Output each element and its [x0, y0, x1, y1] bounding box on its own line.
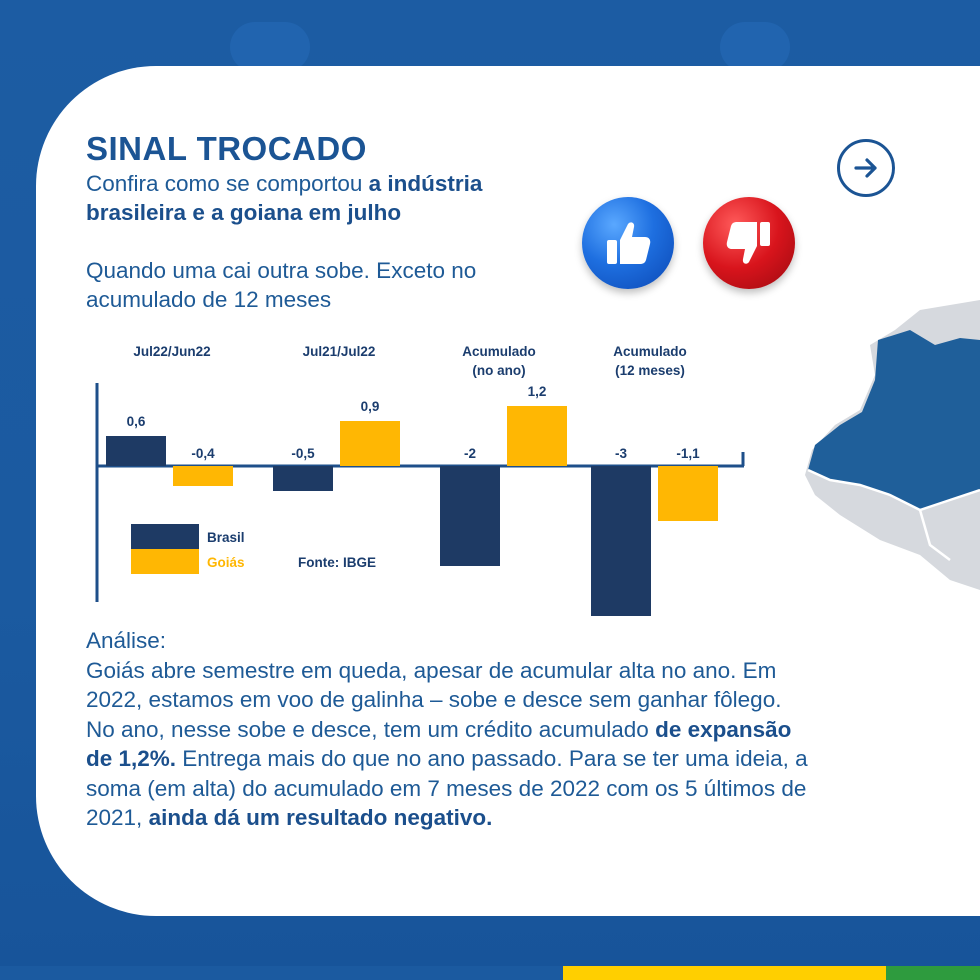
- bar-brasil: [440, 466, 500, 566]
- category-label: Jul22/Jun22: [133, 344, 210, 359]
- data-label: -0,4: [191, 446, 215, 461]
- brazil-map-icon: [805, 300, 980, 590]
- bar-goias: [173, 466, 233, 486]
- legend-label-brasil: Brasil: [207, 530, 245, 545]
- data-label: 1,2: [528, 384, 547, 399]
- thumbs-down-badge: [703, 197, 795, 289]
- thumbs-up-icon: [607, 222, 651, 264]
- bar-goias: [658, 466, 718, 521]
- category-label: Acumulado: [462, 344, 536, 359]
- data-label: -1,1: [676, 446, 700, 461]
- analysis-highlight-1: de expansão de 1,2%.: [86, 716, 792, 772]
- flag-stripe-blue: [0, 966, 563, 980]
- chart-lead: Quando uma cai outra sobe. Exceto no acu…: [86, 258, 477, 312]
- legend-swatch-goias: [131, 549, 199, 574]
- analysis-text: Análise: Goiás abre semestre em queda, a…: [86, 626, 816, 833]
- arrow-right-icon: [854, 158, 877, 178]
- bar-brasil: [106, 436, 166, 466]
- next-button[interactable]: [837, 139, 895, 197]
- flag-stripe-green: [886, 966, 980, 980]
- analysis-highlight-2: ainda dá um resultado negativo.: [148, 805, 493, 830]
- bar-brasil: [591, 466, 651, 616]
- legend-swatch-brasil: [131, 524, 199, 549]
- category-label: Jul21/Jul22: [303, 344, 376, 359]
- subtitle-highlight: a indústria brasileira e a goiana em jul…: [86, 171, 483, 225]
- category-label: (12 meses): [615, 363, 685, 378]
- category-label: (no ano): [472, 363, 525, 378]
- data-label: 0,9: [361, 399, 380, 414]
- page-subtitle: Confira como se comportou a indústria br…: [86, 169, 586, 227]
- bar-goias: [340, 421, 400, 466]
- subtitle-text: Confira como se comportou: [86, 171, 369, 196]
- data-label: -0,5: [291, 446, 315, 461]
- bar-goias: [507, 406, 567, 466]
- analysis-body-2: Entrega mais do que no ano passado. Para…: [86, 746, 808, 830]
- bar-chart: Jul22/Jun22 Jul21/Jul22 Acumulado (no ano) A…: [95, 344, 745, 616]
- data-label: -2: [464, 446, 476, 461]
- flag-stripe-yellow: [563, 966, 886, 980]
- thumbs-up-badge: [582, 197, 674, 289]
- background-shape: [720, 22, 790, 72]
- category-label: Acumulado: [613, 344, 687, 359]
- data-label: -3: [615, 446, 627, 461]
- page-title: SINAL TROCADO: [86, 130, 367, 167]
- chart-source: Fonte: IBGE: [298, 555, 376, 570]
- legend-label-goias: Goiás: [207, 555, 245, 570]
- thumbs-down-icon: [726, 222, 770, 264]
- background-shape: [230, 22, 310, 72]
- data-label: 0,6: [127, 414, 146, 429]
- bar-brasil: [273, 466, 333, 491]
- analysis-body-1: Goiás abre semestre em queda, apesar de …: [86, 657, 782, 742]
- analysis-heading: Análise:: [86, 628, 167, 653]
